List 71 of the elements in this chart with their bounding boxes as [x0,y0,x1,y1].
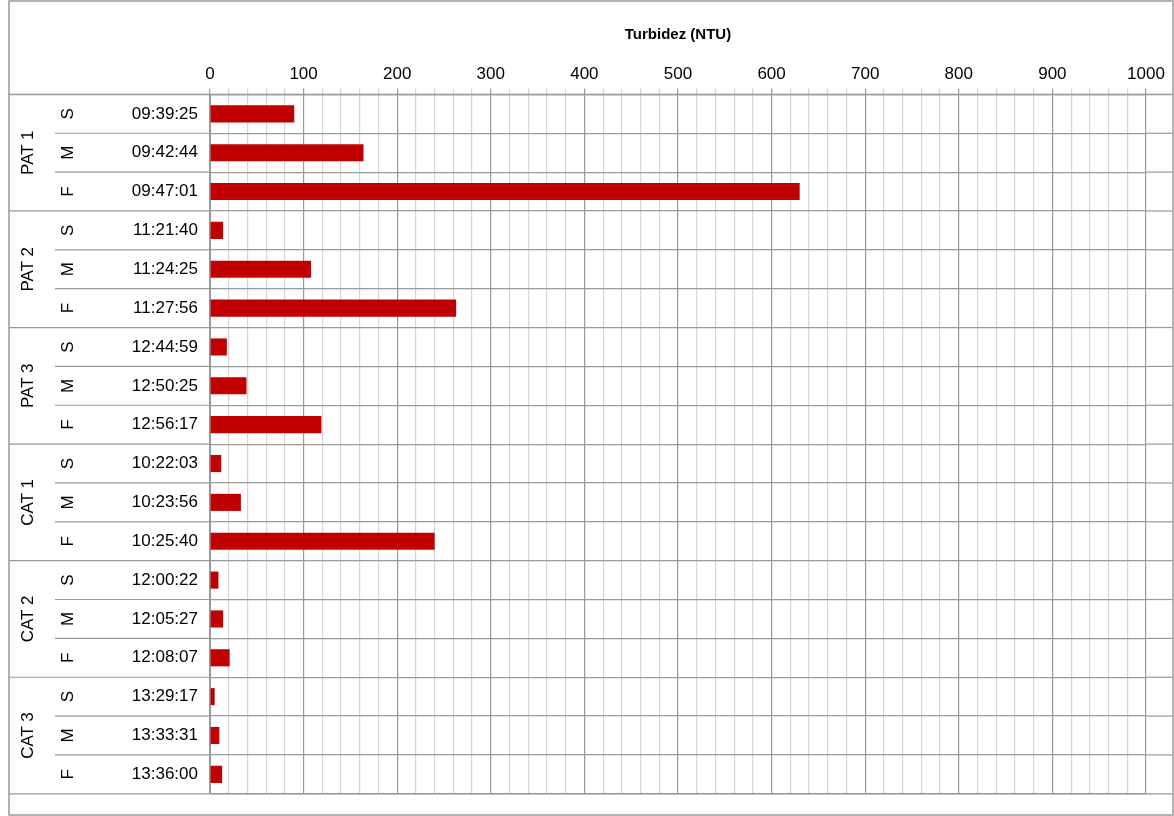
text: M [57,728,77,743]
bar [210,338,227,356]
y-tick-label: 12:05:27 [131,608,198,628]
text: CAT 3 [17,712,37,759]
y-tick-label: 10:22:03 [131,453,198,473]
text: S [57,341,77,353]
text: S [57,457,77,470]
bar [210,493,241,511]
bar [210,221,224,239]
text: M [57,378,77,393]
text: S [57,108,77,120]
x-tick-label: 400 [570,63,599,83]
text: M [57,262,77,277]
bar [210,416,322,434]
text: PAT 2 [17,247,37,292]
x-tick-label: 300 [476,63,505,83]
text: CAT 2 [17,595,37,643]
text: CAT 1 [17,479,37,526]
text: F [57,652,77,663]
y-tick-label: 11:21:40 [133,220,198,240]
bar [210,144,364,162]
bar [210,377,247,395]
text: S [57,690,77,703]
text: M [57,495,77,510]
x-tick-label: 200 [383,63,412,83]
text: F [57,419,77,430]
x-tick-label: 900 [1038,63,1067,83]
x-tick-label: 500 [663,63,693,83]
bar [210,454,222,473]
text: S [57,574,77,586]
y-tick-label: 12:56:17 [131,414,198,434]
y-tick-label: 12:08:07 [131,647,198,667]
y-tick-label: 10:23:56 [131,492,198,512]
text: M [57,611,77,627]
y-tick-label: 13:36:00 [131,764,198,784]
bar [210,610,224,628]
x-tick-label: 600 [757,63,786,83]
x-tick-label: 0 [205,63,215,83]
x-tick-label: 700 [851,63,880,83]
bar [210,649,230,667]
y-tick-label: 09:47:01 [131,181,198,201]
text: F [57,186,77,197]
y-tick-label: 13:29:17 [131,686,198,706]
y-tick-label: 09:42:44 [131,142,198,162]
bar [210,532,435,550]
bar [210,299,457,317]
x-tick-label: 1000 [1127,63,1165,83]
text: PAT 1 [17,130,37,175]
y-tick-label: 10:25:40 [131,530,198,550]
bar [210,765,223,783]
text: PAT 3 [17,363,37,409]
bar [210,688,215,706]
y-tick-label: 11:24:25 [133,258,198,278]
bar [210,105,295,123]
bar [210,260,312,278]
y-tick-label: 09:39:25 [131,103,198,123]
y-tick-label: 13:33:31 [131,725,198,745]
text: F [57,769,77,780]
x-tick-label: 800 [944,63,973,83]
bar [210,726,220,745]
bar [210,182,800,201]
text: S [57,224,77,237]
text: F [57,536,77,547]
x-tick-label: 100 [289,63,318,83]
text: F [57,302,77,314]
text: M [57,145,77,160]
y-tick-label: 12:00:22 [131,569,198,589]
y-tick-label: 12:44:59 [131,336,198,356]
y-tick-label: 11:27:56 [133,297,198,317]
y-tick-label: 12:50:25 [131,375,198,395]
x-axis-title: Turbidez (NTU) [624,25,732,43]
